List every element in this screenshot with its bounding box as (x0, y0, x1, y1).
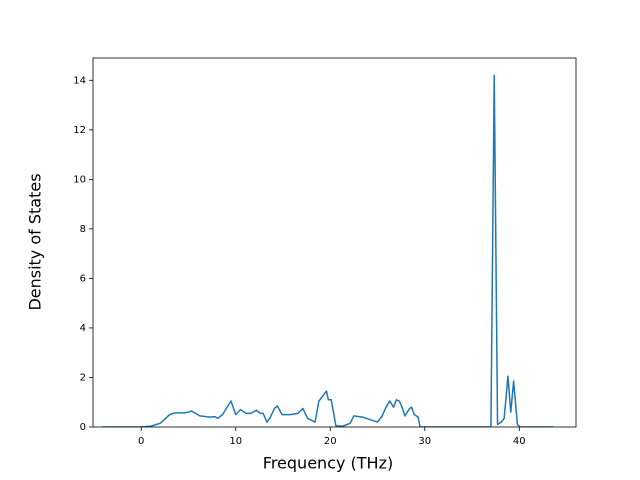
plot-frame (92, 57, 577, 428)
x-tick-label: 0 (138, 436, 144, 447)
x-tick-label: 40 (513, 436, 526, 447)
y-tick-label: 12 (73, 125, 86, 136)
y-tick-label: 0 (80, 422, 86, 433)
y-tick-label: 6 (80, 273, 86, 284)
y-tick-label: 10 (73, 174, 86, 185)
x-tick-label: 10 (229, 436, 242, 447)
x-tick-label: 30 (418, 436, 431, 447)
line-series (102, 74, 554, 427)
y-tick-label: 2 (80, 372, 86, 383)
y-tick-label: 4 (80, 323, 86, 334)
y-axis-label: Density of States (26, 173, 45, 310)
y-tick-label: 8 (80, 224, 86, 235)
x-tick-label: 20 (324, 436, 337, 447)
y-tick-label: 14 (73, 75, 86, 86)
x-axis-label: Frequency (THz) (263, 454, 393, 473)
